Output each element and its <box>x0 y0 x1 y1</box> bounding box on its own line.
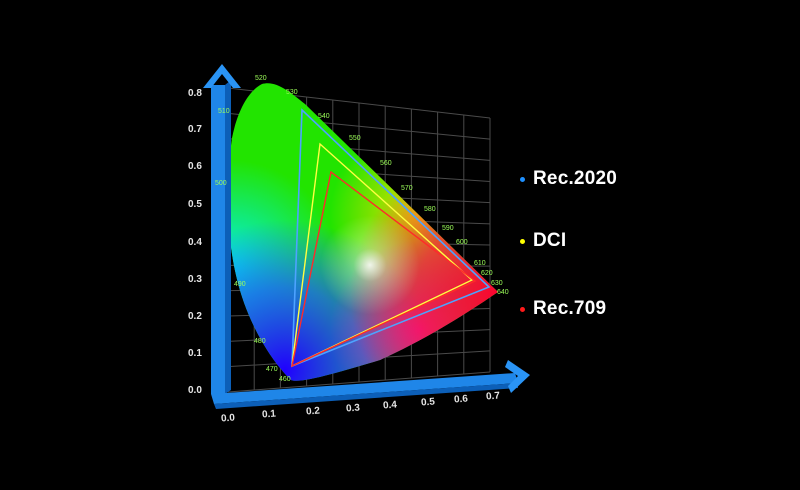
rec709-dot-icon <box>520 306 525 312</box>
y-tick-3: 0.3 <box>188 274 202 285</box>
wavelength-label: 560 <box>380 160 392 167</box>
wavelength-label: 580 <box>424 206 436 213</box>
y-tick-5: 0.5 <box>188 199 202 210</box>
wavelength-label: 520 <box>255 75 267 82</box>
dci-gamut-triangle <box>291 142 474 368</box>
wavelength-label: 470 <box>266 366 278 373</box>
rec2020-dot-icon <box>520 176 525 182</box>
grid-line-horizontal <box>227 371 491 393</box>
legend-item-rec709: Rec.709 <box>520 298 606 320</box>
rec709-gamut-triangle <box>291 170 477 368</box>
wavelength-label: 530 <box>286 89 298 96</box>
y-tick-4: 0.4 <box>188 237 202 248</box>
legend-label-rec2020: Rec.2020 <box>533 168 618 189</box>
y-axis <box>203 64 241 394</box>
y-tick-2: 0.2 <box>188 311 202 322</box>
y-axis-arrow-icon <box>203 64 241 88</box>
x-tick-4: 0.4 <box>382 399 398 412</box>
x-tick-0: 0.0 <box>220 412 236 425</box>
y-tick-1: 0.1 <box>188 348 202 359</box>
legend-label-dci: DCI <box>533 230 567 251</box>
y-tick-0: 0.0 <box>188 385 202 396</box>
y-tick-7: 0.7 <box>188 124 202 135</box>
wavelength-label: 490 <box>234 281 246 288</box>
legend-label-rec709: Rec.709 <box>533 298 607 319</box>
dci-dot-icon <box>520 238 525 244</box>
y-tick-8: 0.8 <box>188 88 202 99</box>
wavelength-label: 570 <box>401 185 413 192</box>
wavelength-label: 610 <box>474 260 486 267</box>
x-axis <box>211 360 530 409</box>
wavelength-label: 480 <box>254 338 266 345</box>
x-tick-2: 0.2 <box>305 405 321 418</box>
spectral-locus <box>227 83 498 381</box>
x-tick-7: 0.7 <box>485 390 501 403</box>
wavelength-label: 620 <box>481 270 493 277</box>
wavelength-label: 640 <box>497 289 509 296</box>
x-tick-5: 0.5 <box>420 396 436 409</box>
wavelength-label: 510 <box>218 108 230 115</box>
legend-item-rec2020: Rec.2020 <box>520 168 617 190</box>
wavelength-label: 460 <box>279 376 291 383</box>
wavelength-label: 540 <box>318 113 330 120</box>
x-tick-1: 0.1 <box>261 408 277 421</box>
wavelength-label: 630 <box>491 280 503 287</box>
legend-item-dci: DCI <box>520 230 566 252</box>
wavelength-label: 500 <box>215 180 227 187</box>
x-tick-3: 0.3 <box>345 402 361 415</box>
rec2020-gamut-triangle <box>291 108 491 368</box>
x-axis-arrow-icon <box>505 360 530 393</box>
x-tick-6: 0.6 <box>453 393 469 406</box>
wavelength-label: 600 <box>456 239 468 246</box>
y-tick-6: 0.6 <box>188 161 202 172</box>
wavelength-label: 550 <box>349 135 361 142</box>
wavelength-label: 590 <box>442 225 454 232</box>
